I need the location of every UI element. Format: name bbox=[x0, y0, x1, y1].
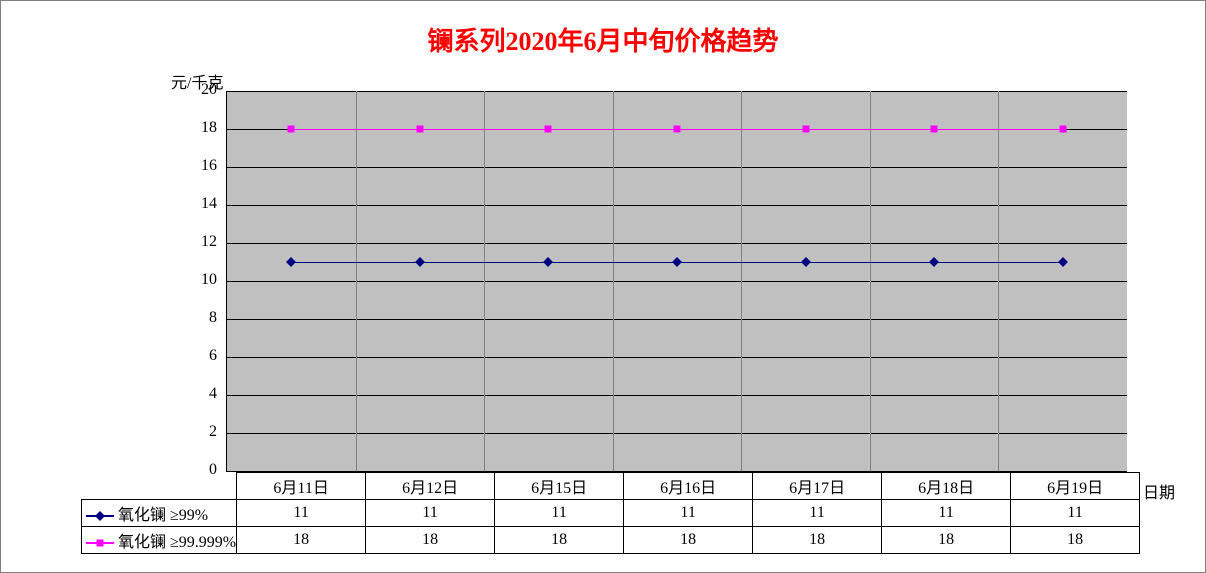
category-separator bbox=[870, 91, 871, 471]
data-marker bbox=[416, 126, 423, 133]
data-cell: 18 bbox=[624, 527, 753, 554]
gridline bbox=[227, 243, 1127, 244]
gridline bbox=[227, 357, 1127, 358]
legend-item: 氧化镧 ≥99.999% bbox=[82, 527, 237, 554]
data-cell: 18 bbox=[366, 527, 495, 554]
data-cell: 11 bbox=[882, 500, 1011, 527]
data-cell: 18 bbox=[495, 527, 624, 554]
y-tick-label: 14 bbox=[177, 195, 217, 213]
category-separator bbox=[613, 91, 614, 471]
chart-title: 镧系列2020年6月中旬价格趋势 bbox=[1, 21, 1205, 58]
legend-swatch bbox=[86, 542, 114, 544]
data-marker bbox=[286, 257, 296, 267]
category-separator bbox=[484, 91, 485, 471]
data-marker bbox=[545, 126, 552, 133]
category-separator bbox=[998, 91, 999, 471]
data-marker bbox=[674, 126, 681, 133]
chart-container: 镧系列2020年6月中旬价格趋势 元/千克 日期 024681012141618… bbox=[0, 0, 1206, 573]
data-marker bbox=[288, 126, 295, 133]
gridline bbox=[227, 433, 1127, 434]
data-table: 6月11日6月12日6月15日6月16日6月17日6月18日6月19日氧化镧 ≥… bbox=[81, 472, 1140, 554]
y-tick-label: 20 bbox=[177, 81, 217, 99]
category-label: 6月15日 bbox=[495, 473, 624, 500]
category-separator bbox=[356, 91, 357, 471]
data-cell: 18 bbox=[1011, 527, 1140, 554]
data-cell: 11 bbox=[624, 500, 753, 527]
gridline bbox=[227, 205, 1127, 206]
data-marker bbox=[543, 257, 553, 267]
y-tick-label: 18 bbox=[177, 119, 217, 137]
data-marker bbox=[929, 257, 939, 267]
x-axis-label: 日期 bbox=[1143, 479, 1175, 503]
y-tick-label: 12 bbox=[177, 233, 217, 251]
y-tick-label: 8 bbox=[177, 309, 217, 327]
y-tick-label: 2 bbox=[177, 423, 217, 441]
category-label: 6月16日 bbox=[624, 473, 753, 500]
category-label: 6月11日 bbox=[237, 473, 366, 500]
gridline bbox=[227, 91, 1127, 92]
y-tick-label: 16 bbox=[177, 157, 217, 175]
gridline bbox=[227, 281, 1127, 282]
data-marker bbox=[931, 126, 938, 133]
data-cell: 11 bbox=[753, 500, 882, 527]
table-corner bbox=[82, 473, 237, 500]
category-label: 6月17日 bbox=[753, 473, 882, 500]
data-cell: 11 bbox=[495, 500, 624, 527]
y-tick-label: 4 bbox=[177, 385, 217, 403]
legend-swatch bbox=[86, 515, 114, 517]
category-label: 6月19日 bbox=[1011, 473, 1140, 500]
legend-label: 氧化镧 ≥99% bbox=[118, 507, 208, 524]
category-label: 6月12日 bbox=[366, 473, 495, 500]
category-label: 6月18日 bbox=[882, 473, 1011, 500]
data-marker bbox=[672, 257, 682, 267]
data-marker bbox=[802, 126, 809, 133]
gridline bbox=[227, 167, 1127, 168]
data-cell: 11 bbox=[366, 500, 495, 527]
y-tick-label: 6 bbox=[177, 347, 217, 365]
data-marker bbox=[1058, 257, 1068, 267]
data-cell: 18 bbox=[882, 527, 1011, 554]
legend-label: 氧化镧 ≥99.999% bbox=[118, 534, 236, 551]
data-cell: 11 bbox=[237, 500, 366, 527]
data-marker bbox=[801, 257, 811, 267]
y-tick-label: 10 bbox=[177, 271, 217, 289]
gridline bbox=[227, 395, 1127, 396]
data-cell: 11 bbox=[1011, 500, 1140, 527]
legend-item: 氧化镧 ≥99% bbox=[82, 500, 237, 527]
data-cell: 18 bbox=[753, 527, 882, 554]
plot-area bbox=[226, 91, 1127, 472]
data-marker bbox=[415, 257, 425, 267]
gridline bbox=[227, 319, 1127, 320]
category-separator bbox=[741, 91, 742, 471]
data-cell: 18 bbox=[237, 527, 366, 554]
data-marker bbox=[1059, 126, 1066, 133]
